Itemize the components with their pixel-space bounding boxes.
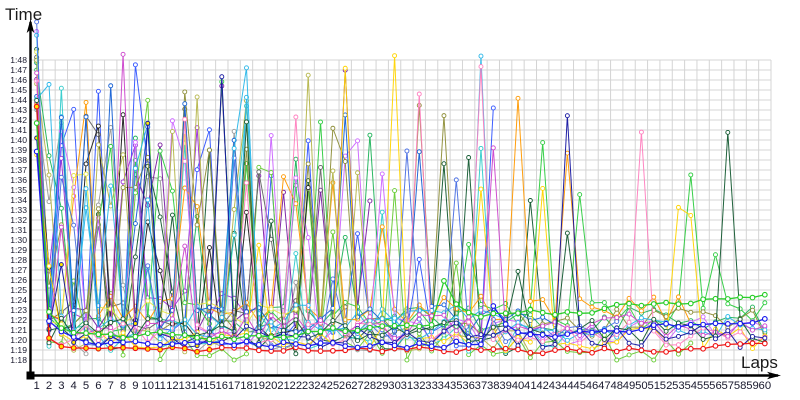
- svg-text:52: 52: [660, 380, 673, 392]
- svg-text:50: 50: [635, 380, 648, 392]
- svg-text:1:43: 1:43: [10, 105, 27, 115]
- svg-text:38: 38: [487, 380, 500, 392]
- svg-text:1:24: 1:24: [10, 295, 27, 305]
- svg-text:1:35: 1:35: [10, 185, 27, 195]
- svg-text:36: 36: [462, 380, 475, 392]
- svg-text:30: 30: [388, 380, 401, 392]
- svg-text:57: 57: [722, 380, 735, 392]
- svg-text:1:27: 1:27: [10, 265, 27, 275]
- svg-text:25: 25: [327, 380, 340, 392]
- svg-text:14: 14: [191, 380, 204, 392]
- svg-text:43: 43: [549, 380, 562, 392]
- svg-text:Time: Time: [5, 5, 42, 24]
- svg-text:26: 26: [339, 380, 352, 392]
- svg-text:1:48: 1:48: [10, 55, 27, 65]
- svg-text:53: 53: [672, 380, 685, 392]
- svg-text:1:36: 1:36: [10, 175, 27, 185]
- svg-text:1:26: 1:26: [10, 275, 27, 285]
- svg-text:32: 32: [413, 380, 426, 392]
- svg-text:1:25: 1:25: [10, 285, 27, 295]
- svg-text:6: 6: [95, 380, 101, 392]
- svg-text:17: 17: [228, 380, 241, 392]
- svg-text:1:31: 1:31: [10, 225, 27, 235]
- svg-text:48: 48: [610, 380, 623, 392]
- svg-text:8: 8: [120, 380, 126, 392]
- svg-text:1:20: 1:20: [10, 335, 27, 345]
- svg-text:9: 9: [132, 380, 138, 392]
- svg-text:39: 39: [499, 380, 512, 392]
- svg-text:41: 41: [524, 380, 537, 392]
- svg-text:1: 1: [34, 380, 40, 392]
- svg-text:1:34: 1:34: [10, 195, 27, 205]
- svg-text:28: 28: [364, 380, 377, 392]
- svg-text:1:23: 1:23: [10, 305, 27, 315]
- svg-text:2: 2: [46, 380, 52, 392]
- svg-text:24: 24: [314, 380, 327, 392]
- svg-text:35: 35: [450, 380, 463, 392]
- svg-text:3: 3: [58, 380, 64, 392]
- svg-text:1:45: 1:45: [10, 85, 27, 95]
- svg-text:1:33: 1:33: [10, 205, 27, 215]
- svg-text:33: 33: [425, 380, 438, 392]
- svg-text:37: 37: [475, 380, 488, 392]
- svg-text:1:19: 1:19: [10, 345, 27, 355]
- svg-text:1:29: 1:29: [10, 245, 27, 255]
- svg-text:1:22: 1:22: [10, 315, 27, 325]
- svg-text:4: 4: [71, 380, 77, 392]
- svg-text:11: 11: [154, 380, 166, 392]
- svg-text:29: 29: [376, 380, 389, 392]
- svg-text:54: 54: [684, 380, 697, 392]
- svg-text:42: 42: [536, 380, 549, 392]
- svg-text:49: 49: [623, 380, 636, 392]
- svg-text:23: 23: [302, 380, 315, 392]
- svg-text:51: 51: [647, 380, 660, 392]
- svg-text:45: 45: [573, 380, 586, 392]
- svg-text:15: 15: [203, 380, 216, 392]
- svg-text:56: 56: [709, 380, 722, 392]
- svg-text:21: 21: [277, 380, 290, 392]
- svg-text:55: 55: [697, 380, 710, 392]
- svg-text:10: 10: [141, 380, 154, 392]
- svg-text:1:21: 1:21: [10, 325, 27, 335]
- svg-text:1:38: 1:38: [10, 155, 27, 165]
- svg-text:31: 31: [401, 380, 414, 392]
- svg-text:1:46: 1:46: [10, 75, 27, 85]
- svg-text:1:44: 1:44: [10, 95, 27, 105]
- svg-text:46: 46: [586, 380, 599, 392]
- svg-text:58: 58: [734, 380, 747, 392]
- svg-text:59: 59: [746, 380, 759, 392]
- svg-text:47: 47: [598, 380, 611, 392]
- svg-text:1:39: 1:39: [10, 145, 27, 155]
- svg-text:1:41: 1:41: [10, 125, 27, 135]
- svg-text:1:42: 1:42: [10, 115, 27, 125]
- svg-text:34: 34: [438, 380, 451, 392]
- svg-text:27: 27: [351, 380, 364, 392]
- svg-text:19: 19: [253, 380, 266, 392]
- svg-text:13: 13: [178, 380, 191, 392]
- svg-text:20: 20: [265, 380, 278, 392]
- svg-text:40: 40: [512, 380, 525, 392]
- svg-text:16: 16: [216, 380, 229, 392]
- svg-text:1:28: 1:28: [10, 255, 27, 265]
- svg-text:1:40: 1:40: [10, 135, 27, 145]
- svg-text:18: 18: [240, 380, 253, 392]
- svg-text:44: 44: [561, 380, 574, 392]
- svg-text:22: 22: [290, 380, 303, 392]
- svg-text:60: 60: [759, 380, 772, 392]
- svg-text:7: 7: [108, 380, 114, 392]
- svg-text:12: 12: [166, 380, 179, 392]
- svg-text:1:18: 1:18: [10, 355, 27, 365]
- svg-text:1:30: 1:30: [10, 235, 27, 245]
- svg-text:Laps: Laps: [741, 353, 778, 372]
- svg-text:1:32: 1:32: [10, 215, 27, 225]
- svg-text:1:47: 1:47: [10, 65, 27, 75]
- svg-text:5: 5: [83, 380, 89, 392]
- svg-text:1:37: 1:37: [10, 165, 27, 175]
